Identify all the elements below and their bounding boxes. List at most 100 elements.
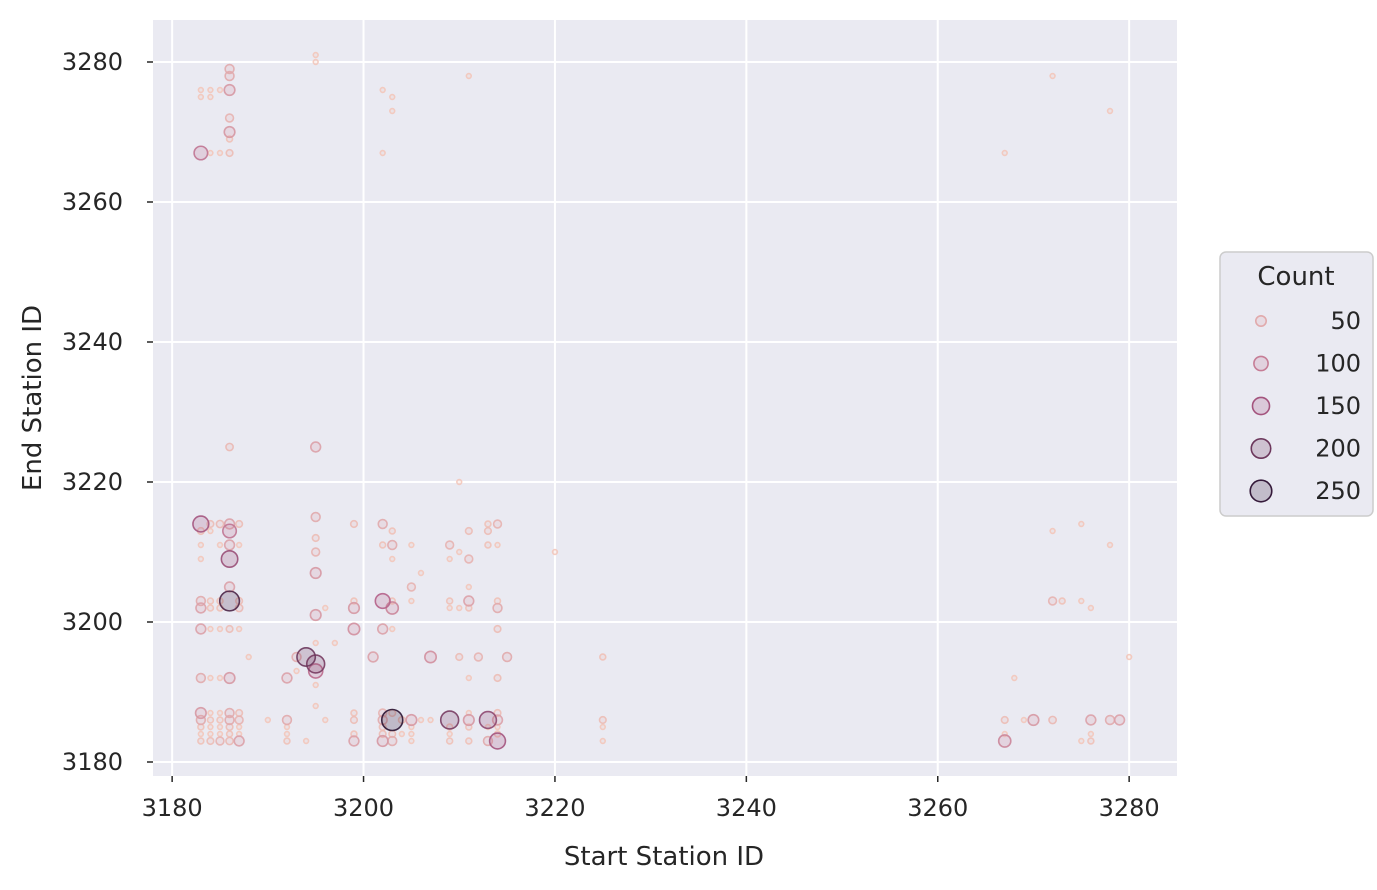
data-point [197,730,205,738]
data-point [462,713,475,727]
data-point [225,624,234,634]
data-point [1011,674,1018,682]
data-point [1106,541,1114,549]
data-point [312,681,319,689]
data-point [1058,597,1066,605]
data-point [478,710,498,730]
data-point [218,590,241,612]
data-point [465,674,473,682]
data-point [283,730,291,738]
grid-lines [153,20,1177,776]
data-point [491,714,504,726]
data-point [220,550,239,568]
data-point [224,70,235,82]
data-point [1078,597,1085,605]
x-tick-label: 3200 [333,794,394,822]
legend-label: 200 [1315,435,1361,463]
data-point [224,714,235,726]
data-point [446,730,453,738]
data-point [216,625,224,633]
data-point [408,737,415,745]
data-point [347,622,361,636]
data-point [484,541,492,549]
data-point [223,539,236,551]
data-point [225,148,234,158]
data-point [223,671,236,685]
data-point [406,582,417,592]
y-axis-ticks: 3180 3200 3220 3240 3260 3280 [62,48,153,776]
data-point [206,736,215,746]
data-point [216,86,224,94]
legend-label: 250 [1315,477,1361,505]
data-point [235,519,244,529]
data-point [456,548,463,556]
data-point [446,604,453,612]
data-point [417,716,425,724]
data-point [207,86,214,94]
data-point [348,735,360,747]
data-point [463,595,475,607]
data-point [456,478,463,486]
y-tick-label: 3200 [62,608,123,636]
data-point [455,652,464,662]
x-tick-label: 3280 [1099,794,1160,822]
legend-frame [1219,251,1374,517]
data-point [215,736,225,746]
data-point [1087,604,1095,612]
data-point [398,730,406,738]
data-point [225,730,234,738]
data-point [424,650,438,664]
data-point [1000,715,1009,725]
x-tick-label: 3240 [716,794,777,822]
data-point [1047,596,1058,606]
data-point [599,737,606,745]
data-point [193,145,209,161]
data-point [216,709,224,717]
legend: Count 50 100 150 200 250 [1219,251,1374,517]
data-point [456,604,463,612]
y-tick-label: 3240 [62,328,123,356]
legend-label: 50 [1330,307,1361,335]
data-point [439,710,460,730]
x-tick-label: 3180 [142,794,203,822]
data-point [1078,737,1085,745]
legend-marker [1251,396,1271,416]
data-point [206,604,215,612]
data-point [197,86,205,94]
data-point [224,707,235,719]
data-point [195,602,207,614]
legend-entries: 50 100 150 200 250 [1249,307,1361,505]
data-point [1001,149,1008,157]
data-point [349,519,359,529]
data-point [206,597,215,605]
data-point [281,672,293,684]
data-point [216,730,224,738]
data-point [233,735,245,747]
data-point [194,706,207,720]
data-point [312,51,319,59]
data-point [207,625,214,633]
data-point [1104,714,1116,726]
data-point [1078,520,1085,528]
data-point [207,709,214,717]
data-point [483,526,493,536]
data-point [405,713,418,727]
data-point [223,83,236,97]
data-point [551,548,559,556]
data-point [1020,716,1028,724]
data-point [997,734,1012,748]
legend-marker [1254,314,1268,328]
data-point [216,723,224,731]
data-point [234,715,244,725]
data-point [374,592,391,610]
data-point [206,716,215,724]
data-point [307,663,324,679]
data-point [417,569,425,577]
data-point [331,639,339,647]
data-point [216,674,224,682]
data-point [488,732,507,750]
data-point [408,597,415,605]
data-point [427,716,434,724]
legend-marker [1250,437,1272,460]
data-point [1049,527,1056,535]
